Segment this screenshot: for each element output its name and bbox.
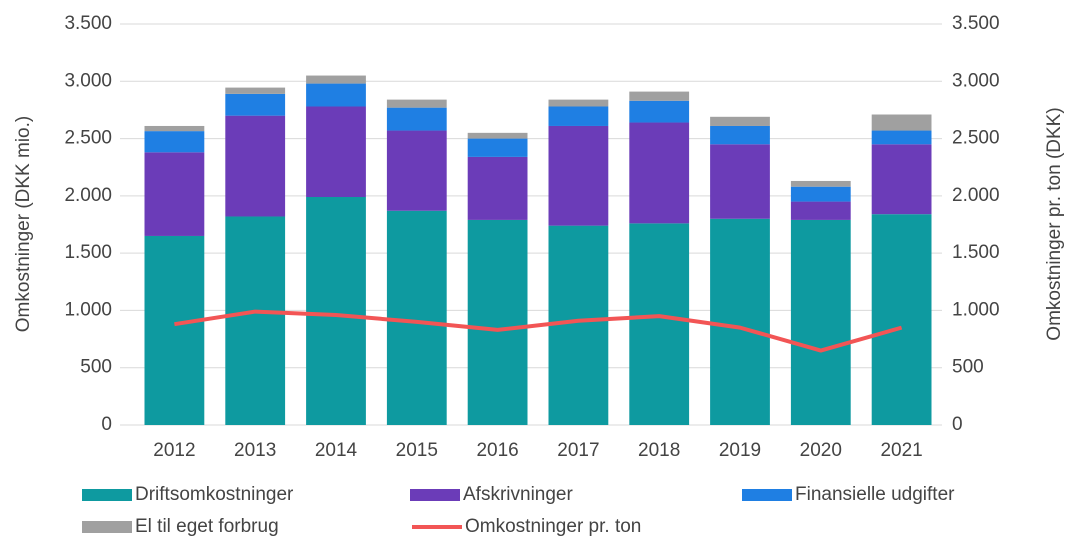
- y-tick-label: 2.500: [64, 128, 112, 149]
- bar-segment: [710, 144, 770, 219]
- bar-segment: [871, 214, 932, 425]
- y2-tick-label: 500: [952, 357, 984, 378]
- y-tick-label: 0: [101, 414, 112, 435]
- bar-segment: [629, 122, 690, 224]
- bar-segment: [225, 87, 286, 94]
- bar-segment: [548, 125, 609, 226]
- y2-tick-label: 2.000: [952, 185, 1000, 206]
- bar-segment: [871, 130, 932, 145]
- line-series: [174, 309, 903, 353]
- y-tick-label: 2.000: [64, 185, 112, 206]
- bar-segment: [790, 219, 851, 425]
- y-tick-label: 1.500: [64, 242, 112, 263]
- bar-segment: [386, 130, 447, 211]
- bar-segment: [871, 144, 932, 215]
- legend-swatch: [82, 521, 132, 533]
- x-tick-label: 2012: [153, 440, 195, 461]
- y2-tick-label: 3.000: [952, 70, 1000, 91]
- x-tick-label: 2013: [234, 440, 276, 461]
- bar-segment: [790, 201, 851, 220]
- bar-segment: [629, 223, 690, 425]
- bar-segment: [467, 219, 528, 425]
- bar-segment: [790, 180, 851, 187]
- y-axis-title: Omkostninger (DKK mio.): [13, 116, 34, 332]
- bar-segment: [386, 210, 447, 425]
- bar-segment: [467, 138, 528, 157]
- x-tick-label: 2014: [315, 440, 358, 461]
- y2-tick-label: 3.500: [952, 13, 1000, 34]
- bar-segment: [225, 115, 286, 217]
- legend-swatch: [410, 489, 460, 501]
- legend-label: El til eget forbrug: [135, 516, 279, 537]
- x-tick-label: 2016: [476, 440, 518, 461]
- x-tick-label: 2018: [638, 440, 680, 461]
- x-tick-label: 2020: [800, 440, 842, 461]
- bar-segment: [467, 132, 528, 139]
- bar-segment: [144, 131, 205, 153]
- y2-tick-label: 1.500: [952, 242, 1000, 263]
- legend-label: Omkostninger pr. ton: [465, 516, 641, 537]
- y-tick-label: 3.000: [64, 70, 112, 91]
- bar-segment: [629, 91, 690, 101]
- y-tick-label: 3.500: [64, 13, 112, 34]
- bar-segment: [548, 225, 609, 425]
- y-tick-label: 500: [80, 357, 112, 378]
- y2-tick-label: 2.500: [952, 128, 1000, 149]
- bar-segment: [710, 218, 770, 425]
- bar-segment: [548, 106, 609, 126]
- legend-label: Finansielle udgifter: [795, 484, 955, 505]
- bar-segment: [225, 93, 286, 116]
- x-tick-label: 2019: [719, 440, 761, 461]
- bar-segment: [306, 83, 366, 107]
- legend-label: Afskrivninger: [463, 484, 573, 505]
- bar-segment: [225, 216, 286, 425]
- bar-segment: [144, 125, 205, 132]
- bar-segment: [144, 235, 205, 425]
- bar-segment: [629, 100, 690, 123]
- y2-tick-label: 1.000: [952, 299, 1000, 320]
- bar-segment: [710, 116, 770, 126]
- legend-swatch: [742, 489, 792, 501]
- bar-segment: [386, 99, 447, 108]
- bar-segment: [548, 99, 609, 107]
- bar-segment: [710, 125, 770, 145]
- legend-swatch: [82, 489, 132, 501]
- bar-segment: [790, 186, 851, 202]
- bar-segment: [467, 156, 528, 220]
- bar-segment: [386, 107, 447, 131]
- x-tick-label: 2015: [396, 440, 438, 461]
- y2-axis-title: Omkostninger pr. ton (DKK): [1044, 107, 1065, 340]
- bar-segment: [306, 106, 366, 198]
- bar-segment: [306, 75, 366, 84]
- x-tick-label: 2017: [557, 440, 599, 461]
- legend-label: Driftsomkostninger: [135, 484, 294, 505]
- x-tick-label: 2021: [880, 440, 922, 461]
- bar-segment: [144, 152, 205, 236]
- bar-segment: [306, 197, 366, 425]
- bar-segment: [871, 114, 932, 131]
- y2-tick-label: 0: [952, 414, 963, 435]
- y-tick-label: 1.000: [64, 299, 112, 320]
